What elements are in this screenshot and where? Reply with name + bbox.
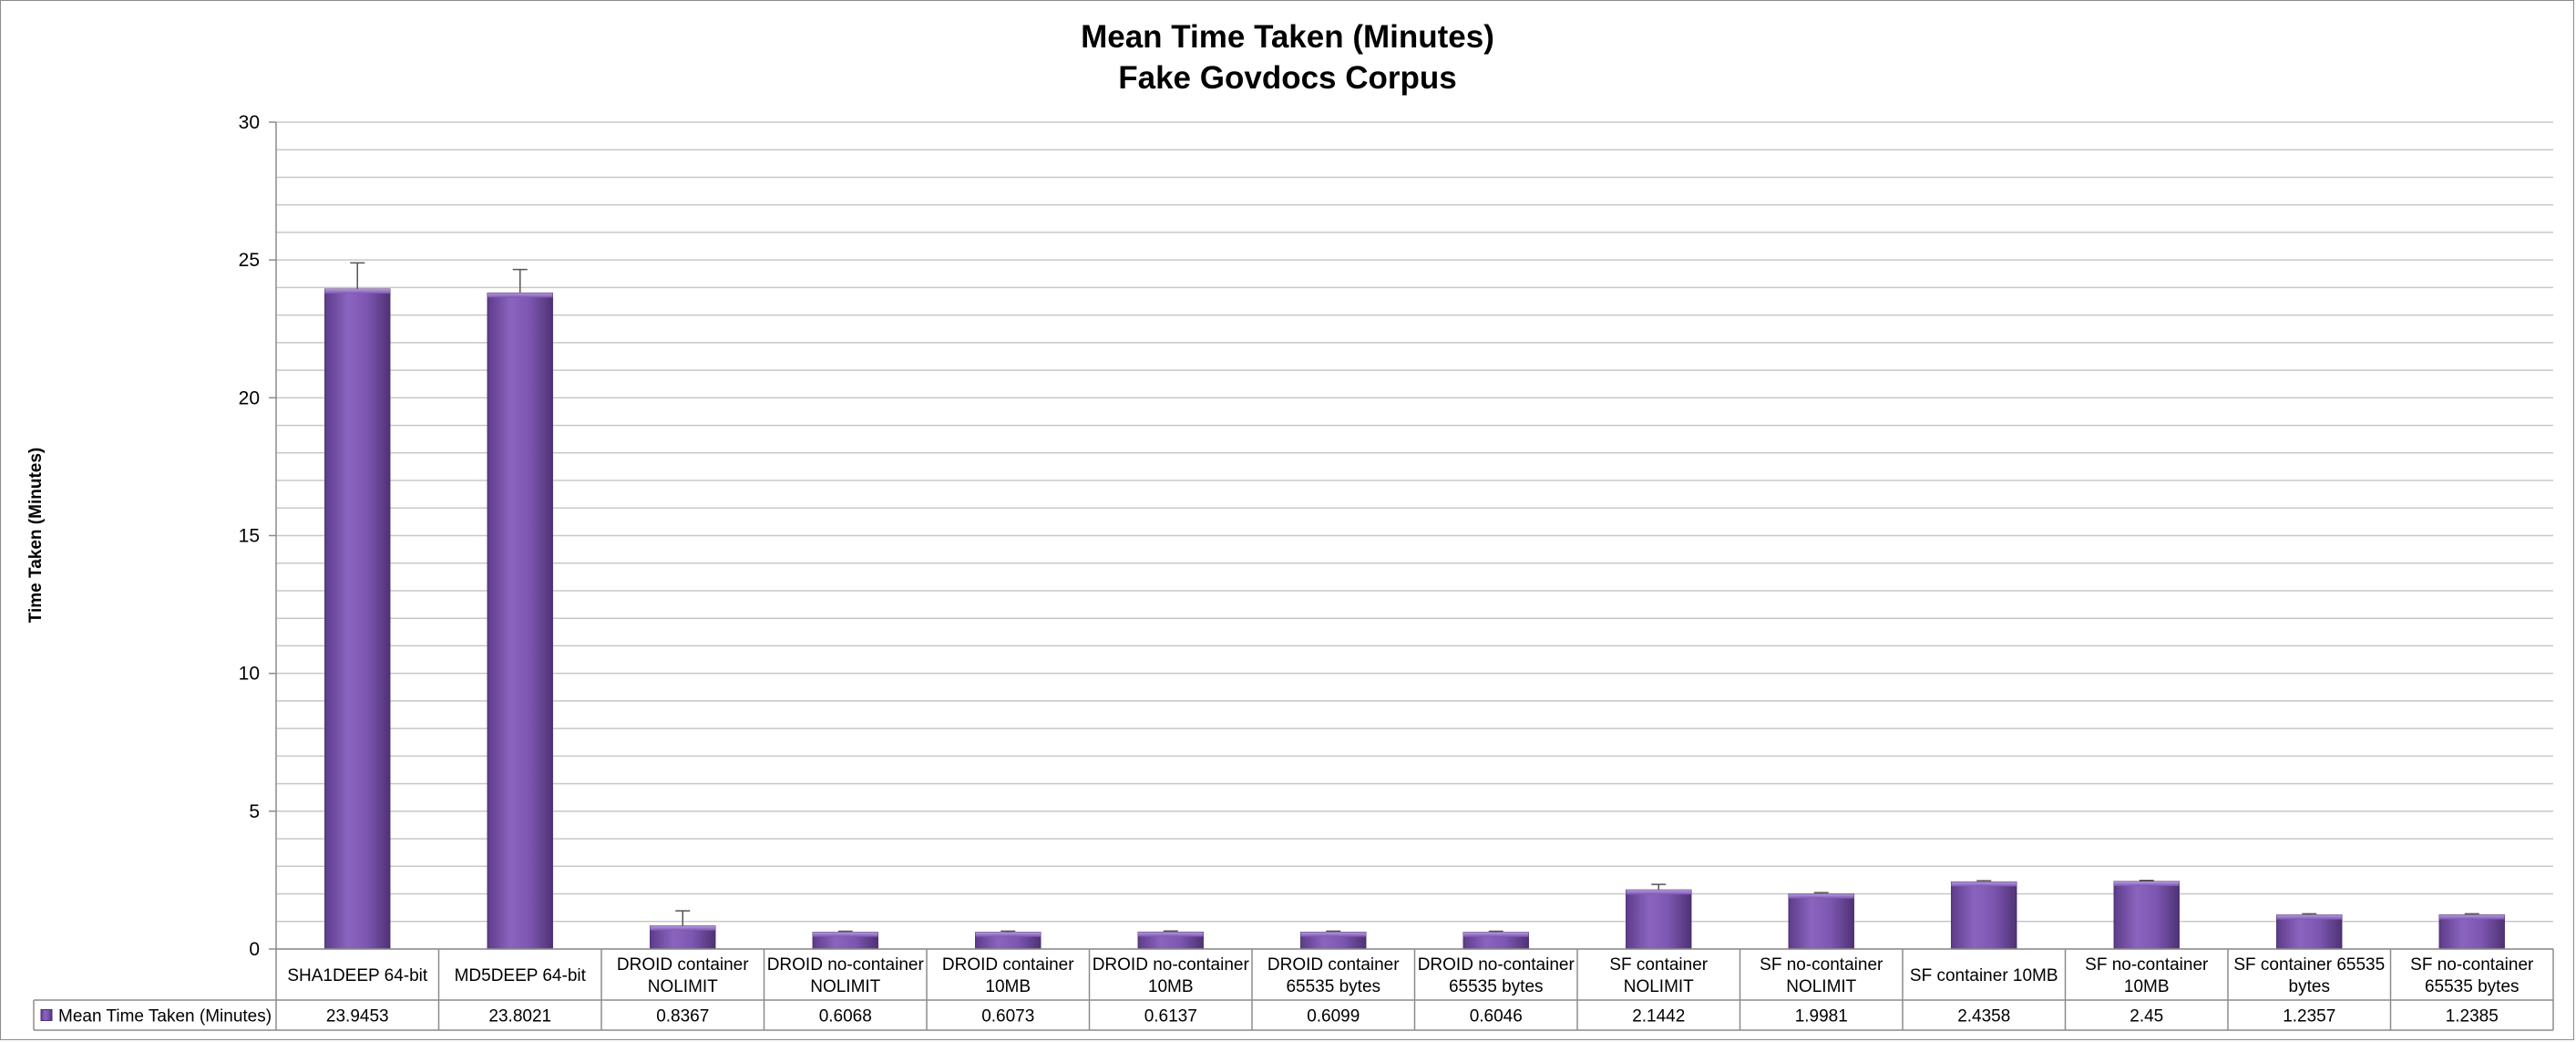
bar — [1951, 881, 2017, 950]
data-label: 2.4358 — [1957, 1007, 2010, 1027]
bar-top — [1138, 932, 1204, 937]
y-tick-label: 15 — [239, 526, 260, 547]
data-label: 2.1442 — [1632, 1007, 1685, 1027]
data-label: 0.6073 — [981, 1007, 1034, 1027]
data-label: 0.6068 — [819, 1007, 872, 1027]
x-category-label: SF no-container 10MB — [2085, 955, 2209, 996]
bar-top — [2439, 914, 2505, 920]
bar-top — [2276, 914, 2342, 920]
bar — [1788, 893, 1854, 950]
bar-top — [1951, 882, 2017, 887]
chart-title: Mean Time Taken (Minutes) — [1081, 19, 1494, 55]
bar-top — [650, 925, 715, 931]
x-category-label: DROID container 10MB — [942, 955, 1074, 996]
x-category-label: DROID container NOLIMIT — [617, 955, 749, 996]
x-category-label: DROID no-container NOLIMIT — [767, 955, 925, 996]
data-label: 2.45 — [2130, 1007, 2163, 1027]
data-label: 1.2385 — [2446, 1007, 2499, 1027]
x-category-label: SF container 65535 bytes — [2233, 955, 2385, 996]
bar — [324, 288, 391, 950]
y-tick-label: 20 — [239, 387, 260, 408]
y-tick-label: 30 — [239, 112, 260, 133]
y-tick-label: 10 — [239, 664, 260, 685]
legend-key — [40, 1009, 53, 1021]
gridlines — [275, 121, 2553, 950]
y-tick-label: 5 — [249, 801, 260, 822]
data-label: 0.6137 — [1144, 1007, 1197, 1027]
x-category-label: DROID no-container 10MB — [1093, 955, 1250, 996]
bar-top — [1463, 932, 1529, 937]
data-label: 1.9981 — [1795, 1007, 1848, 1027]
bar-top — [975, 932, 1041, 937]
bar-top — [1789, 893, 1854, 899]
bar-top — [2114, 881, 2180, 886]
x-category-label: DROID no-container 65535 bytes — [1418, 955, 1575, 996]
bar — [2113, 881, 2180, 950]
x-category-label: SF no-container NOLIMIT — [1760, 955, 1883, 996]
y-axis-ticks: 0 5 10 15 20 25 30 — [239, 112, 276, 960]
bar-top — [813, 932, 878, 937]
bar-top — [1626, 890, 1691, 895]
x-category-label: SF container 10MB — [1910, 966, 2058, 985]
y-axis-label: Time Taken (Minutes) — [26, 448, 46, 624]
y-tick-label: 0 — [249, 939, 260, 960]
data-label: 0.8367 — [656, 1007, 709, 1027]
bar — [1626, 889, 1692, 950]
x-category-label: SF container NOLIMIT — [1609, 955, 1708, 996]
bar — [2438, 914, 2505, 950]
bar — [487, 292, 553, 950]
bar-top — [487, 293, 553, 298]
x-category-label: DROID container 65535 bytes — [1267, 955, 1400, 996]
data-table: SHA1DEEP 64-bit MD5DEEP 64-bit DROID conta… — [33, 948, 2554, 1031]
data-label: 0.6046 — [1470, 1007, 1523, 1027]
data-label: 23.9453 — [326, 1007, 389, 1027]
bar-top — [1300, 932, 1366, 937]
y-tick-label: 25 — [239, 250, 260, 271]
legend-series-name: Mean Time Taken (Minutes) — [58, 1007, 272, 1027]
chart-subtitle: Fake Govdocs Corpus — [1118, 60, 1456, 96]
x-category-label: MD5DEEP 64-bit — [455, 966, 587, 985]
bar — [2276, 914, 2343, 950]
x-category-label: SF no-container 65535 bytes — [2410, 955, 2534, 996]
data-label: 1.2357 — [2283, 1007, 2335, 1027]
data-label: 0.6099 — [1307, 1007, 1360, 1027]
bars — [324, 262, 2505, 950]
bar-top — [324, 289, 390, 294]
x-category-label: SHA1DEEP 64-bit — [287, 966, 428, 985]
data-label: 23.8021 — [488, 1007, 551, 1027]
